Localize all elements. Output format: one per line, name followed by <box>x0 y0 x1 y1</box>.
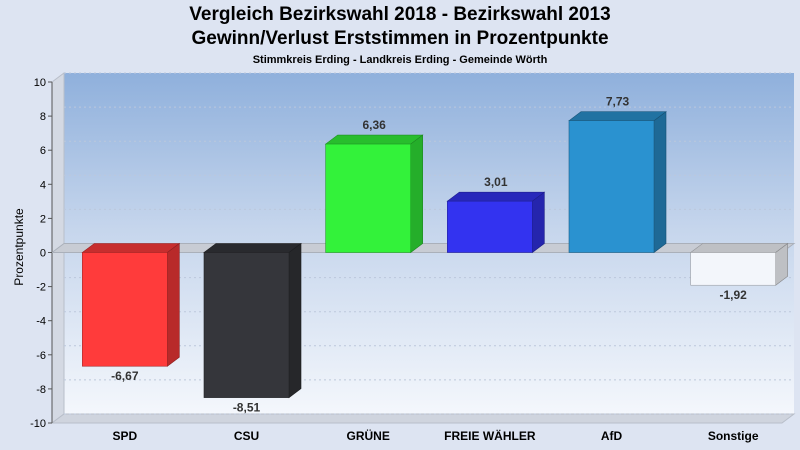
bar-sonstige: -1,92 <box>689 242 789 302</box>
data-label: 7,73 <box>606 95 630 109</box>
bar-top-face <box>446 191 546 202</box>
y-tick-label: 10 <box>34 77 46 89</box>
bar-afd: 7,73 <box>568 95 667 254</box>
y-tick-label: 2 <box>40 213 46 225</box>
data-label: -1,92 <box>719 288 747 302</box>
y-tick-label: 8 <box>40 111 46 123</box>
bar-top-face <box>689 243 789 253</box>
bar-front-face <box>568 120 655 253</box>
bar-side-face <box>532 191 545 254</box>
bar-front-face <box>325 143 411 253</box>
bar-front-face <box>82 252 168 367</box>
y-tick-label: 4 <box>40 179 46 191</box>
bar-csu: -8,51 <box>203 242 302 415</box>
bars: -6,67 -8,51 6,36 3,01 7,73 -1,92 <box>81 95 789 415</box>
bar-top-face <box>203 243 302 253</box>
bar-front-face <box>690 252 776 286</box>
y-tick-label: 6 <box>40 145 46 157</box>
bar-front-face <box>203 252 290 398</box>
y-axis-ticks: 10 8 6 4 2 0 -2 -4 -6 -8 -10 <box>30 77 52 430</box>
x-tick-label: Sonstige <box>708 429 759 443</box>
bar-top-face <box>324 134 424 145</box>
data-label: 6,36 <box>362 118 386 132</box>
x-tick-label: FREIE WÄHLER <box>444 428 536 443</box>
plot-floor <box>50 413 796 424</box>
y-tick-label: -10 <box>30 418 46 430</box>
y-tick-label: -4 <box>36 316 46 328</box>
chart-title: Vergleich Bezirkswahl 2018 - Bezirkswahl… <box>189 4 611 25</box>
chart-subtitle: Gewinn/Verlust Erststimmen in Prozentpun… <box>191 28 609 49</box>
bar-side-face <box>167 242 180 367</box>
chart-subtitle-2: Stimmkreis Erding - Landkreis Erding - G… <box>252 54 548 66</box>
bar-side-face <box>410 134 423 254</box>
bar-top-face <box>81 243 181 253</box>
bar-front-face <box>447 200 533 253</box>
data-label: -6,67 <box>111 369 139 383</box>
y-tick-label: 0 <box>40 248 46 260</box>
x-tick-label: GRÜNE <box>346 428 389 443</box>
x-tick-label: CSU <box>234 429 259 443</box>
x-tick-label: AfD <box>601 429 623 443</box>
y-tick-label: -8 <box>36 384 46 396</box>
bar-side-face <box>653 111 667 254</box>
y-tick-label: -6 <box>36 350 46 362</box>
x-tick-label: SPD <box>112 429 137 443</box>
data-label: 3,01 <box>484 175 508 189</box>
bar-spd: -6,67 <box>81 242 181 383</box>
y-tick-label: -2 <box>36 282 46 294</box>
bar-freie-wähler: 3,01 <box>446 175 546 254</box>
y-axis-label: Prozentpunkte <box>12 208 26 286</box>
bar-top-face <box>568 111 667 122</box>
bar-side-face <box>288 242 302 399</box>
x-axis-labels: SPD CSU GRÜNE FREIE WÄHLER AfD Sonstige <box>112 428 758 443</box>
data-label: -8,51 <box>233 401 261 415</box>
bar-grüne: 6,36 <box>324 118 424 254</box>
